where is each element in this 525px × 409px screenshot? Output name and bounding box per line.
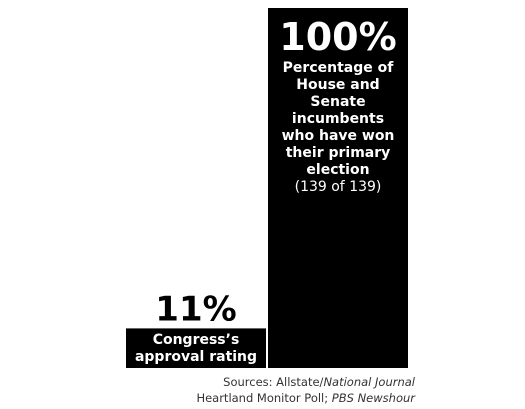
source-text: Sources: Allstate/ [223,375,323,389]
source-line: Sources: Allstate/National Journal [223,375,416,389]
value-label: 11% [155,289,236,329]
bar [268,8,408,368]
category-label-box: Congress’s approval rating [131,332,261,366]
source-text: National Journal [323,375,415,389]
category-label: Percentage of House and Senate incumbent… [281,60,395,178]
category-box: Congress’s approval rating [131,332,261,366]
value-label: 100% [279,15,396,59]
category-label: Congress’s approval rating [134,332,258,366]
annotation: (139 of 139) [294,179,382,195]
source-text: Heartland Monitor Poll; [196,391,331,405]
source-line: Heartland Monitor Poll; PBS Newshour [196,391,416,405]
source-text: PBS Newshour [332,391,416,405]
bar [126,328,266,368]
category-label-box: Percentage of House and Senate incumbent… [273,60,403,196]
category-box: Percentage of House and Senate incumbent… [273,60,403,196]
